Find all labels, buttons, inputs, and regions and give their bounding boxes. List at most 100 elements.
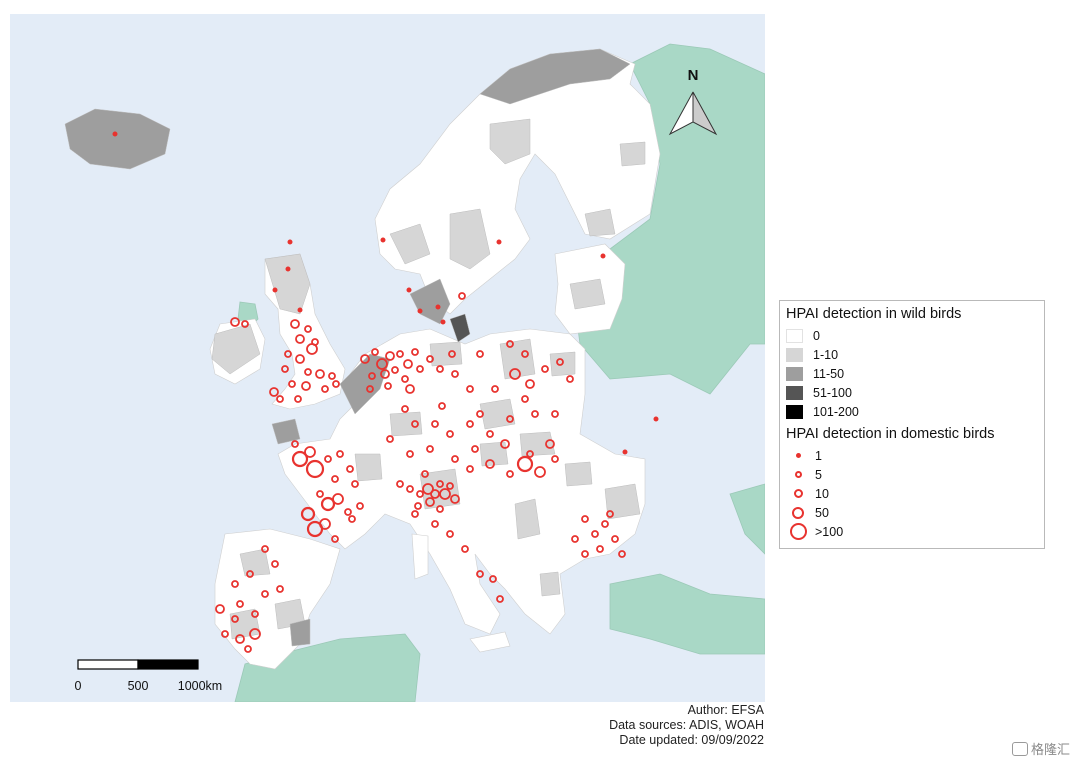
- outbreak-marker: [315, 369, 325, 379]
- outbreak-marker: [534, 466, 546, 478]
- outbreak-marker: [261, 590, 269, 598]
- outbreak-marker: [438, 402, 446, 410]
- outbreak-marker: [231, 580, 239, 588]
- outbreak-marker: [439, 488, 451, 500]
- outbreak-marker: [386, 435, 394, 443]
- outbreak-marker: [491, 385, 499, 393]
- legend-swatch: [786, 366, 803, 381]
- outbreak-marker: [476, 350, 484, 358]
- europe-map: N 0 500 1000km: [10, 14, 765, 702]
- data-sources-line: Data sources: ADIS, WOAH: [609, 718, 764, 732]
- outbreak-marker: [319, 518, 331, 530]
- outbreak-marker: [304, 368, 312, 376]
- outbreak-marker: [446, 482, 454, 490]
- outbreak-marker: [425, 497, 435, 507]
- outbreak-marker: [596, 545, 604, 553]
- outbreak-marker: [416, 490, 424, 498]
- legend-label: 50: [815, 505, 829, 520]
- outbreak-marker: [556, 358, 564, 366]
- outbreak-marker: [446, 430, 454, 438]
- outbreak-marker: [376, 358, 388, 370]
- outbreak-marker: [241, 320, 249, 328]
- outbreak-marker: [509, 368, 521, 380]
- marker-symbol: [794, 471, 802, 478]
- legend-swatch: [786, 328, 803, 343]
- outbreak-marker: [426, 355, 434, 363]
- outbreak-marker: [244, 645, 252, 653]
- outbreak-marker: [344, 508, 352, 516]
- outbreak-marker: [581, 515, 589, 523]
- outbreak-marker: [294, 395, 302, 403]
- outbreak-marker: [466, 465, 474, 473]
- outbreak-marker: [391, 366, 399, 374]
- scale-bar: 0 500 1000km: [75, 659, 222, 693]
- scale-label-500: 500: [128, 679, 149, 693]
- map-legend: HPAI detection in wild birds 0 1-10 11-5…: [779, 300, 1045, 549]
- legend-swatch: [786, 347, 803, 362]
- outbreak-marker: [506, 415, 514, 423]
- outbreak-marker: [448, 350, 456, 358]
- outbreak-marker: [331, 535, 339, 543]
- outbreak-marker: [281, 365, 289, 373]
- outbreak-marker: [421, 470, 429, 478]
- outbreak-marker: [451, 455, 459, 463]
- map-credits: Author: EFSA Data sources: ADIS, WOAH Da…: [609, 703, 764, 748]
- outbreak-marker: [331, 475, 339, 483]
- outbreak-marker: [351, 480, 359, 488]
- outbreak-marker: [272, 287, 278, 293]
- outbreak-marker: [384, 382, 392, 390]
- outbreak-marker: [600, 253, 606, 259]
- outbreak-marker: [531, 410, 539, 418]
- domestic-outbreak-markers: [112, 131, 659, 653]
- outbreak-marker: [231, 615, 239, 623]
- outbreak-marker: [221, 630, 229, 638]
- outbreak-marker: [431, 520, 439, 528]
- legend-label: 10: [815, 486, 829, 501]
- outbreak-marker: [430, 489, 440, 499]
- legend-item-domestic-0: 1: [786, 446, 1038, 465]
- outbreak-marker: [426, 445, 434, 453]
- outbreak-marker: [606, 510, 614, 518]
- outbreak-marker: [380, 369, 390, 379]
- watermark-text: 格隆汇: [1030, 742, 1070, 757]
- outbreak-marker: [476, 410, 484, 418]
- legend-item-wild-3: 51-100: [786, 383, 1038, 402]
- outbreak-marker: [581, 550, 589, 558]
- scale-label-0: 0: [75, 679, 82, 693]
- outbreak-marker: [324, 455, 332, 463]
- outbreak-marker: [440, 319, 446, 325]
- watermark-logo-icon: [1011, 741, 1028, 756]
- legend-item-wild-1: 1-10: [786, 345, 1038, 364]
- outbreak-marker: [336, 450, 344, 458]
- outbreak-marker: [332, 380, 340, 388]
- outbreak-marker: [406, 450, 414, 458]
- outbreak-marker: [406, 485, 414, 493]
- outbreak-marker: [396, 480, 404, 488]
- outbreak-marker: [611, 535, 619, 543]
- outbreak-marker: [551, 410, 559, 418]
- outbreak-marker: [276, 395, 284, 403]
- outbreak-marker: [653, 416, 659, 422]
- outbreak-marker: [446, 530, 454, 538]
- outbreak-marker: [436, 365, 444, 373]
- outbreak-marker: [368, 372, 376, 380]
- outbreak-marker: [486, 430, 494, 438]
- outbreak-marker: [346, 465, 354, 473]
- legend-item-domestic-2: 10: [786, 484, 1038, 503]
- outbreak-marker: [112, 131, 118, 137]
- legend-label: 1-10: [813, 347, 839, 362]
- legend-label: 0: [813, 328, 820, 343]
- outbreak-marker: [545, 439, 555, 449]
- domestic-birds-legend-title: HPAI detection in domestic birds: [786, 426, 995, 442]
- outbreak-marker: [401, 405, 409, 413]
- legend-label: 1: [815, 448, 822, 463]
- outbreak-marker: [403, 359, 413, 369]
- outbreak-marker: [332, 493, 344, 505]
- outbreak-marker: [401, 375, 409, 383]
- outbreak-marker: [306, 343, 318, 355]
- outbreak-marker: [284, 350, 292, 358]
- outbreak-marker: [304, 325, 312, 333]
- outbreak-marker: [431, 420, 439, 428]
- outbreak-marker: [601, 520, 609, 528]
- outbreak-marker: [321, 385, 329, 393]
